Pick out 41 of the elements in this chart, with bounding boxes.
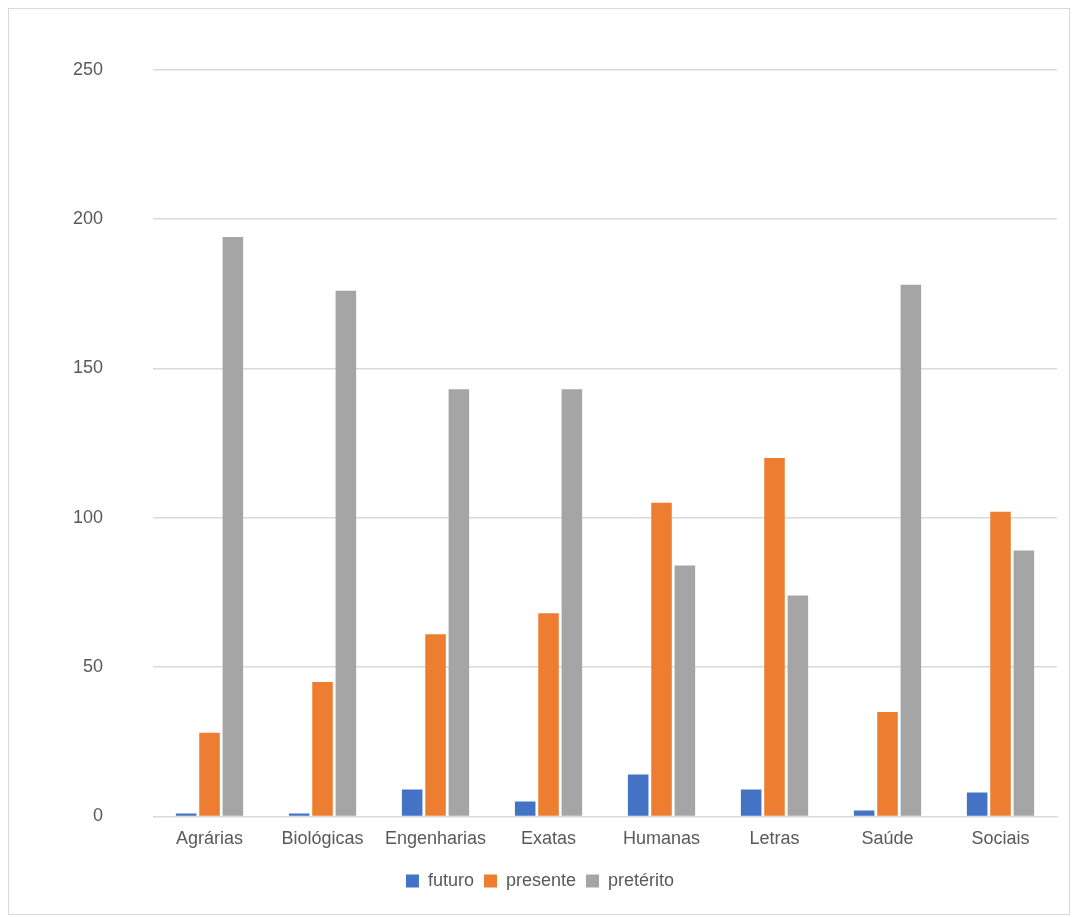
- bar: [966, 792, 988, 816]
- bar: [674, 565, 696, 816]
- x-tick-label: Agrárias: [176, 828, 244, 849]
- y-tick-label: 150: [72, 357, 104, 378]
- x-tick-label: Letras: [749, 828, 800, 849]
- bar: [514, 801, 536, 816]
- x-tick-label: Humanas: [622, 828, 701, 849]
- y-tick-label: 0: [93, 805, 104, 826]
- bar: [448, 389, 470, 816]
- legend-label: pretérito: [608, 869, 675, 890]
- bar: [764, 458, 785, 816]
- bar: [222, 237, 244, 816]
- y-tick-label: 200: [72, 208, 104, 229]
- bar: [561, 389, 583, 816]
- bar: [651, 502, 672, 816]
- x-tick-label: Saúde: [861, 828, 914, 849]
- bar: [1013, 550, 1035, 816]
- x-tick-label: Biológicas: [281, 828, 364, 849]
- x-tick-label: Exatas: [521, 828, 577, 849]
- bar: [288, 813, 310, 816]
- bar: [335, 290, 357, 816]
- x-tick-label: Engenharias: [384, 828, 487, 849]
- bar: [900, 284, 922, 816]
- x-tick-label: Sociais: [971, 828, 1030, 849]
- bar: [740, 789, 762, 816]
- bar: [175, 813, 197, 816]
- bar: [312, 682, 333, 816]
- bar: [990, 511, 1011, 816]
- bar: [627, 774, 649, 816]
- bar: [787, 595, 809, 816]
- bar: [401, 789, 423, 816]
- bar: [199, 732, 220, 816]
- bar: [853, 810, 875, 816]
- bar: [538, 613, 559, 816]
- legend-label: presente: [505, 869, 577, 890]
- y-tick-label: 250: [72, 58, 104, 79]
- y-tick-label: 50: [83, 656, 104, 677]
- y-tick-label: 100: [72, 506, 104, 527]
- legend-label: futuro: [427, 869, 474, 890]
- bar: [425, 634, 446, 816]
- bar: [877, 711, 898, 816]
